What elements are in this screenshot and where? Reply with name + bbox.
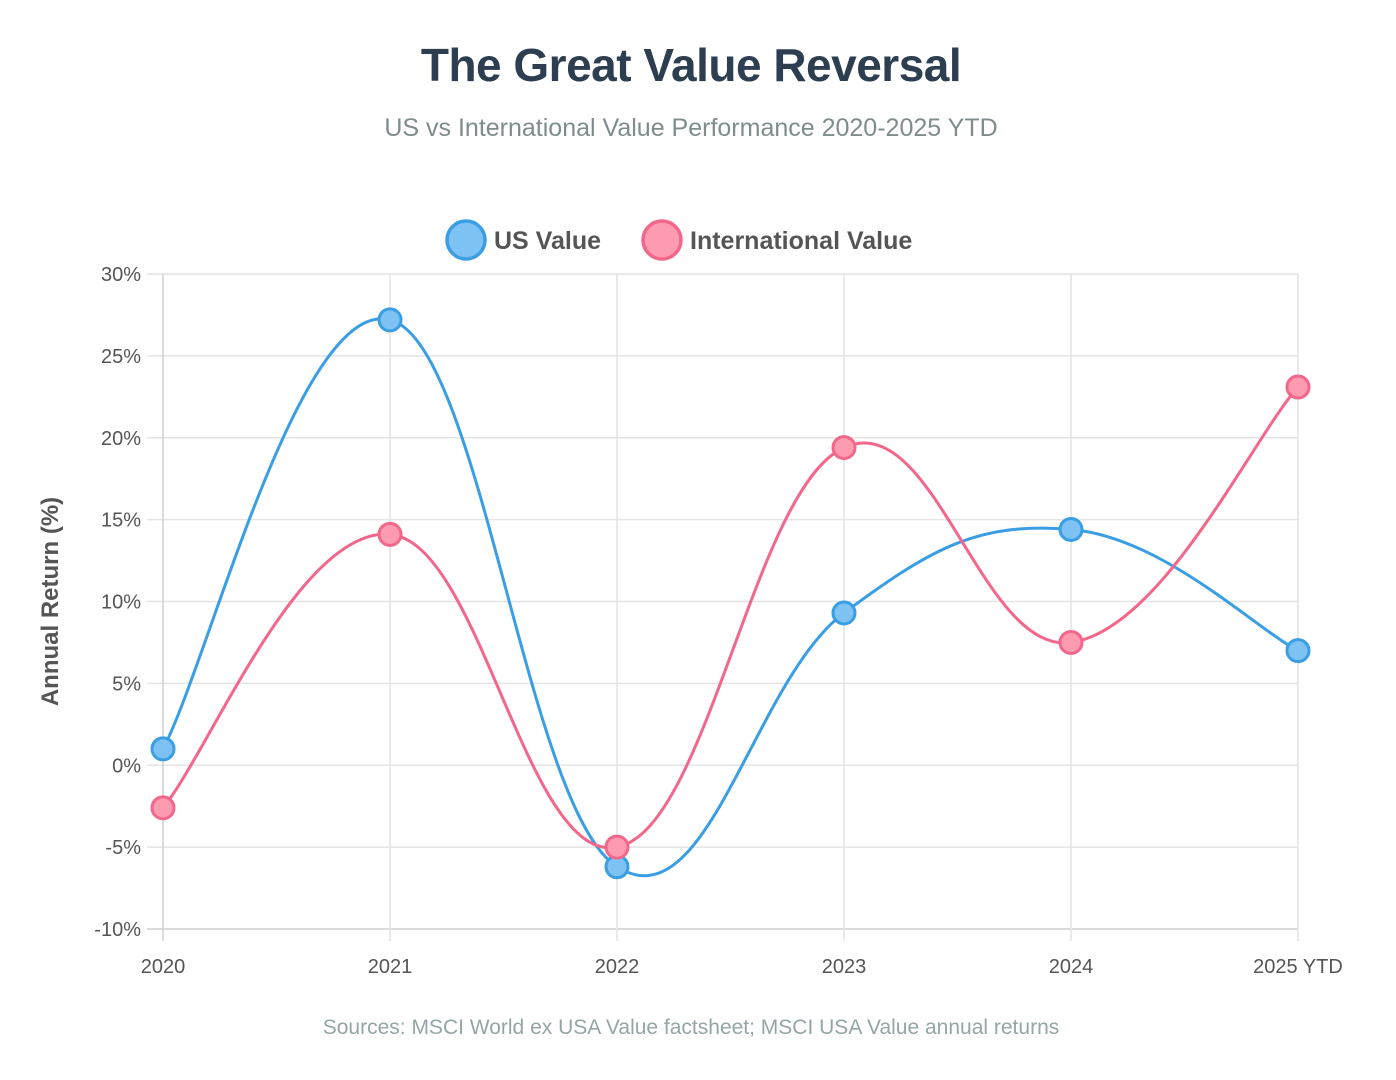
x-tick-label: 2022 [595,956,640,978]
y-tick-label: 25% [101,346,141,368]
data-point-international-value[interactable] [831,435,857,461]
y-tick-label: 30% [101,264,141,286]
legend-label[interactable]: US Value [494,227,601,255]
chart-subtitle: US vs International Value Performance 20… [384,114,998,142]
data-point-international-value[interactable] [1058,629,1084,655]
data-points [150,307,1311,880]
x-tick-label: 2024 [1049,956,1094,978]
x-tick-label: 2020 [141,956,186,978]
legend: US Value International Value [445,219,912,261]
data-point-international-value[interactable] [150,795,176,821]
data-point-international-value[interactable] [1285,374,1311,400]
chart-title: The Great Value Reversal [420,39,962,91]
y-tick-label: 10% [101,592,141,614]
grid [147,273,1299,941]
legend-label[interactable]: International Value [690,227,912,255]
legend-swatch[interactable] [641,219,683,261]
source-note: Sources: MSCI World ex USA Value factshe… [322,1016,1060,1039]
series-line-us-value [161,317,1299,878]
axes: -10% -5% 0% 5% 10% 15% 20% 25% 30% 2020 2021 2022 20… [37,264,1343,978]
data-point-us-value[interactable] [150,736,176,762]
data-point-international-value[interactable] [377,521,403,547]
data-point-us-value[interactable] [831,600,857,626]
legend-swatch[interactable] [445,219,487,261]
y-tick-label: 0% [112,755,141,777]
data-point-international-value[interactable] [604,834,630,860]
y-axis-title: Annual Return (%) [37,497,64,706]
data-point-us-value[interactable] [1058,516,1084,542]
x-tick-label: 2021 [368,956,413,978]
x-tick-label: 2023 [822,956,867,978]
y-tick-label: -10% [94,919,141,941]
x-tick-label: 2025 YTD [1253,956,1343,978]
series-lines [161,317,1300,878]
series-line-international-value [161,385,1300,850]
y-tick-label: 15% [101,510,141,532]
data-point-us-value[interactable] [1285,638,1311,664]
y-tick-label: -5% [105,837,141,859]
y-tick-label: 20% [101,428,141,450]
y-tick-label: 5% [112,673,141,695]
data-point-us-value[interactable] [377,307,403,333]
